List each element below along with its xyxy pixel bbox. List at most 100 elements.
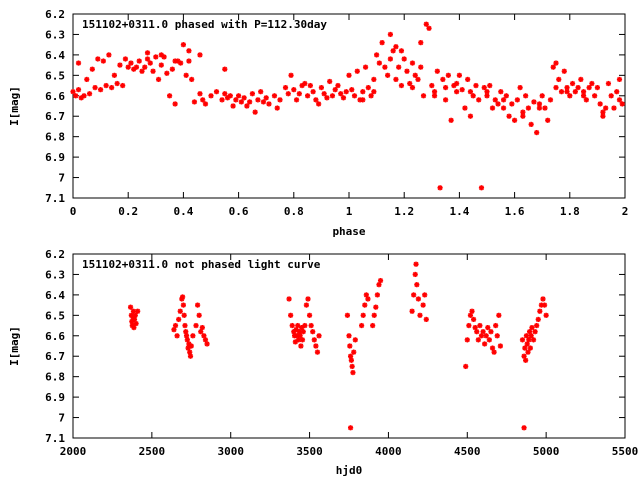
data-point: [202, 337, 209, 343]
data-point: [443, 85, 449, 91]
data-point: [404, 68, 410, 74]
data-point: [286, 296, 292, 302]
data-point: [172, 101, 178, 107]
data-point: [603, 105, 609, 111]
data-point: [520, 109, 526, 115]
data-point: [180, 42, 186, 48]
data-point: [463, 363, 469, 370]
data-point: [616, 76, 623, 83]
data-point: [503, 93, 509, 99]
data-point: [534, 322, 540, 329]
data-point: [84, 76, 90, 83]
data-point: [512, 117, 518, 123]
data-point: [489, 345, 496, 351]
data-point: [409, 308, 415, 314]
x-tick-label: 1.6: [505, 205, 525, 218]
data-point: [443, 97, 449, 103]
data-point: [92, 85, 98, 91]
data-point: [470, 93, 476, 99]
data-point: [187, 353, 194, 359]
data-point: [411, 292, 417, 298]
data-point: [520, 113, 526, 119]
data-point: [327, 78, 333, 85]
data-point: [288, 72, 294, 78]
data-point: [616, 97, 623, 103]
data-point: [258, 89, 264, 95]
data-point: [202, 101, 209, 107]
data-point: [526, 329, 533, 335]
y-tick-label: 6.7: [45, 350, 65, 363]
y-axis-label: I[mag]: [8, 326, 21, 366]
data-point: [133, 320, 139, 327]
data-point: [208, 93, 214, 99]
data-point: [398, 48, 405, 54]
data-point: [236, 93, 242, 99]
data-point: [180, 294, 186, 300]
data-point: [498, 89, 504, 95]
data-point: [491, 349, 497, 355]
y-tick-label: 7: [58, 172, 65, 185]
data-point: [605, 80, 612, 87]
data-point: [407, 80, 413, 87]
data-point: [338, 91, 344, 97]
data-point: [523, 333, 530, 339]
data-point: [277, 97, 283, 103]
data-point: [346, 333, 352, 339]
data-point: [131, 66, 137, 72]
data-point: [128, 60, 134, 66]
data-point: [197, 52, 203, 58]
data-point: [414, 282, 420, 288]
data-point: [581, 93, 587, 99]
data-point: [365, 85, 371, 91]
data-point: [619, 101, 625, 107]
data-point: [483, 333, 489, 339]
data-point: [310, 89, 316, 95]
data-point: [488, 329, 494, 335]
data-point: [448, 117, 454, 123]
data-point: [417, 312, 423, 318]
data-point: [467, 312, 474, 318]
data-point: [379, 40, 385, 46]
data-point: [103, 82, 109, 89]
chart-title: 151102+0311.0 not phased light curve: [82, 258, 321, 271]
data-point: [171, 327, 177, 333]
data-point: [614, 89, 620, 95]
data-point: [553, 60, 559, 66]
data-point: [578, 76, 584, 83]
data-point: [177, 308, 183, 314]
data-point: [360, 97, 366, 103]
y-tick-label: 6.5: [45, 69, 65, 82]
data-point: [454, 89, 460, 95]
x-tick-label: 0: [70, 205, 77, 218]
data-point: [172, 58, 178, 64]
data-point: [519, 337, 526, 343]
data-point: [541, 302, 548, 308]
data-point: [311, 337, 317, 343]
data-point: [575, 85, 581, 91]
data-point: [260, 99, 267, 105]
data-point: [155, 76, 162, 83]
data-point: [135, 308, 141, 314]
data-point: [144, 56, 151, 62]
data-point: [299, 82, 305, 89]
data-point: [346, 72, 352, 78]
data-point: [583, 97, 589, 103]
x-axis-label: hjd0: [336, 464, 363, 477]
y-tick-label: 6.9: [45, 391, 65, 404]
data-point: [390, 48, 396, 54]
data-point: [454, 80, 460, 87]
data-point: [547, 97, 554, 103]
data-point: [313, 343, 319, 349]
y-tick-label: 6.6: [45, 330, 65, 343]
data-point: [347, 343, 353, 349]
data-point: [316, 101, 322, 107]
data-point: [266, 101, 272, 107]
data-point: [78, 95, 84, 101]
data-point: [86, 91, 93, 97]
data-point: [321, 91, 327, 97]
data-point: [556, 76, 562, 83]
data-point: [348, 357, 354, 363]
data-point: [306, 312, 313, 318]
data-point: [459, 87, 465, 93]
x-tick-label: 5000: [533, 445, 560, 458]
